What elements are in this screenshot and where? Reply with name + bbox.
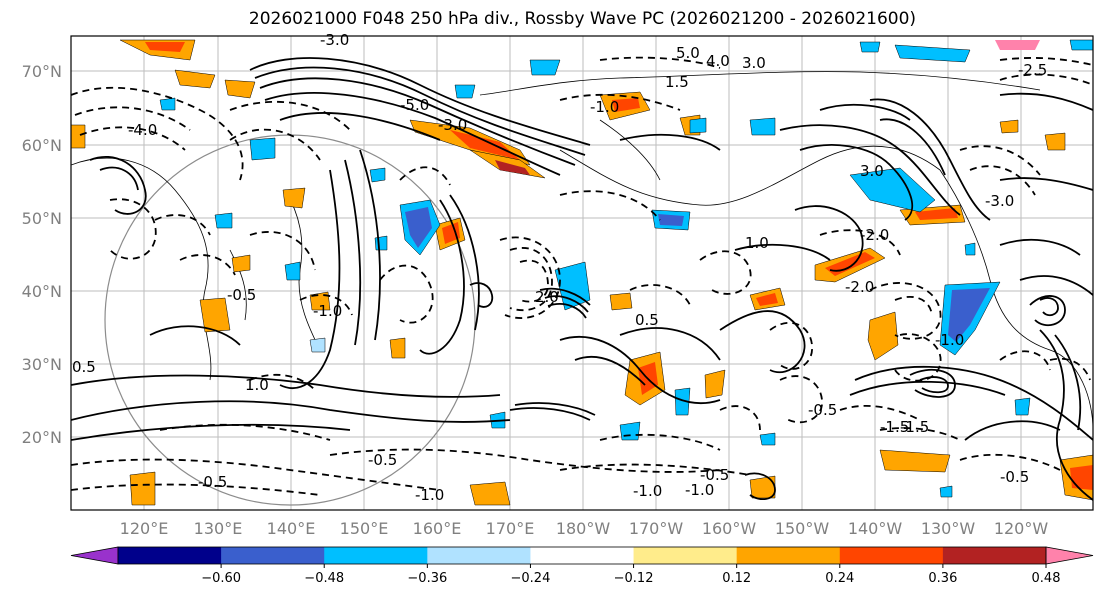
colorbar-tick-label: −0.60	[201, 571, 241, 586]
lat-label-60n: 60°N	[22, 136, 62, 155]
lat-label-30n: 30°N	[22, 355, 62, 374]
contour-label: 1.0	[745, 234, 769, 252]
map-title: 2026021000 F048 250 hPa div., Rossby Wav…	[248, 9, 917, 29]
lon-label: 150°W	[775, 519, 830, 538]
contour-label: -0.5	[700, 466, 729, 484]
contour-label: -0.5	[1000, 468, 1029, 486]
lon-label: 140°W	[848, 519, 903, 538]
colorbar-tick-label: 0.48	[1032, 571, 1061, 586]
colorbar-tick-label: 0.36	[928, 571, 957, 586]
divergence-fill-regions	[71, 39, 1093, 506]
contour-label: 0.5	[635, 311, 659, 329]
contour-label: -3.0	[985, 192, 1014, 210]
contour-label: -1.0	[685, 481, 714, 499]
lat-label-20n: 20°N	[22, 428, 62, 447]
lon-label: 180°W	[556, 519, 611, 538]
positive-contours	[71, 57, 1093, 501]
contour-label: -1.0	[633, 482, 662, 500]
graticule	[71, 36, 1093, 510]
colorbar-tick-label: −0.48	[304, 571, 344, 586]
contour-label: 2.0	[535, 288, 559, 306]
contour-label: -0.5	[198, 473, 227, 491]
contour-label: 4.0	[706, 52, 730, 70]
lon-label: 160°W	[702, 519, 757, 538]
lat-label-70n: 70°N	[22, 62, 62, 81]
lon-label: 170°E	[486, 519, 535, 538]
contour-label: -1.5	[900, 418, 929, 436]
contour-label: -0.5	[368, 451, 397, 469]
colorbar: −0.60 −0.48 −0.36 −0.24 −0.12 0.12 0.24 0.36 0.4…	[70, 546, 1094, 586]
contour-label: -3.0	[320, 31, 349, 49]
contour-label: -1.5	[880, 418, 909, 436]
colorbar-swatch	[633, 547, 738, 564]
colorbar-swatch	[736, 547, 841, 564]
contour-label: -1.0	[313, 302, 342, 320]
contour-label: -0.5	[808, 401, 837, 419]
contour-label: -1.0	[935, 331, 964, 349]
contour-label: 1.5	[665, 73, 689, 91]
contour-label: -3.0	[438, 116, 467, 134]
colorbar-ticks: −0.60 −0.48 −0.36 −0.24 −0.12 0.12 0.24 0.36 0.4…	[201, 564, 1061, 586]
lon-label: 120°W	[994, 519, 1049, 538]
map-frame	[70, 35, 1094, 511]
colorbar-swatch	[839, 547, 944, 564]
contour-label: -2.0	[845, 278, 874, 296]
colorbar-tick-label: 0.12	[722, 571, 751, 586]
lon-label: 140°E	[267, 519, 316, 538]
contour-label: -0.5	[227, 286, 256, 304]
colorbar-tick-label: −0.24	[511, 571, 551, 586]
colorbar-tick-label: −0.36	[407, 571, 447, 586]
colorbar-tick-label: 0.24	[825, 571, 854, 586]
negative-contours	[71, 56, 1093, 496]
colorbar-swatch	[221, 547, 325, 564]
colorbar-swatch	[942, 547, 1047, 564]
colorbar-swatch	[530, 547, 635, 564]
lon-label: 170°W	[629, 519, 684, 538]
colorbar-extend-high	[1045, 546, 1094, 565]
lon-label: 130°W	[921, 519, 976, 538]
colorbar-swatch	[118, 547, 222, 564]
contour-label: 3.0	[742, 54, 766, 72]
colorbar-frame	[117, 546, 1047, 565]
contour-label: 5.0	[676, 44, 700, 62]
colorbar-extend-low	[70, 546, 119, 565]
longitude-labels: 120°E 130°E 140°E 150°E 160°E 170°E 180°…	[120, 519, 1049, 538]
latitude-labels: 70°N 60°N 50°N 40°N 30°N 20°N	[22, 62, 62, 447]
contour-label: 3.0	[860, 162, 884, 180]
lon-label: 160°E	[413, 519, 462, 538]
contour-label: 0.5	[72, 358, 96, 376]
colorbar-swatches	[70, 546, 1094, 565]
colorbar-tick-label: −0.12	[614, 571, 654, 586]
lat-label-40n: 40°N	[22, 282, 62, 301]
contour-label: -2.0	[860, 226, 889, 244]
lon-label: 130°E	[194, 519, 243, 538]
contour-label: -1.0	[590, 98, 619, 116]
contour-label: 1.0	[245, 376, 269, 394]
lon-label: 120°E	[120, 519, 169, 538]
contour-label: -2.5	[1018, 61, 1047, 79]
contour-label: -4.0	[128, 121, 157, 139]
contour-label: -5.0	[400, 96, 429, 114]
colorbar-swatch	[324, 547, 428, 564]
colorbar-swatch	[427, 547, 531, 564]
lon-label: 150°E	[340, 519, 389, 538]
contour-label: -1.0	[415, 486, 444, 504]
lat-label-50n: 50°N	[22, 209, 62, 228]
